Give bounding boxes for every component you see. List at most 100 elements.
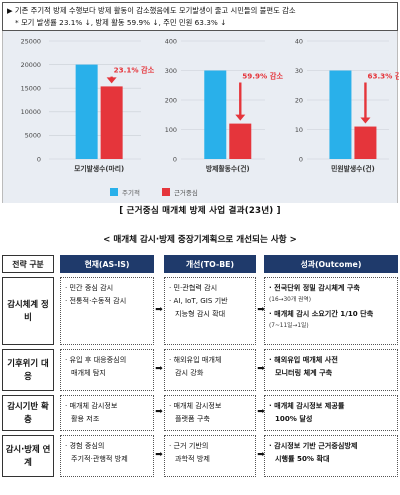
y-tick-label: 20 [295, 96, 303, 104]
outcome-cell-line: · 매개체 감시정보 제공률 [269, 401, 345, 410]
section-subtitle: < 매개체 감시·방제 중장기계획으로 개선되는 사항 > [103, 235, 297, 245]
as-is-cell-line: · 민간 중심 감시 [65, 283, 114, 292]
y-tick-label: 0 [173, 155, 177, 163]
y-tick-label: 10 [295, 126, 303, 134]
strategy-category: 기후위기 대응 [2, 349, 54, 391]
table-row: 감시·방제 연계 · 경험 중심의 주기적·관행적 방제 · 근거 기반의 과학적 방제… [2, 435, 398, 477]
outcome-cell-line: 시행률 50% 확대 [275, 454, 330, 463]
right-arrow-icon: ➡ [257, 305, 265, 315]
y-tick-label: 30 [295, 67, 303, 75]
reduction-arrow-head [360, 117, 371, 124]
right-arrow-icon: ➡ [155, 305, 163, 315]
right-arrow-icon: ➡ [155, 407, 163, 417]
header-to-be: 개선(TO-BE) [164, 255, 256, 273]
y-tick-label: 40 [295, 37, 303, 45]
reduction-arrow-head [235, 114, 246, 121]
x-axis-label: 민원발생수(건) [331, 164, 375, 173]
legend-label-evidence: 근거중심 [173, 189, 198, 197]
summary-line-2: * 모기 발생률 23.1% ↓, 방제 활동 59.9% ↓, 주민 민원 6… [15, 18, 227, 27]
table-header-row: 전략 구분 현재(AS-IS) 개선(TO-BE) 성과(Outcome) [2, 255, 398, 273]
outcome-cell-line: (7~11일→1일) [269, 323, 309, 329]
to-be-cell-line: · 매개체 감시정보 [169, 401, 222, 410]
bar-evidence [100, 86, 123, 159]
chart-panel: 0 5000 10000 15000 20000 25000 23.1% 감소 모기발생수(마… [2, 31, 399, 203]
legend-item-evidence: 근거중심 [161, 186, 198, 198]
header-as-is: 현재(AS-IS) [60, 255, 154, 273]
to-be-cell-line: · AI, IoT, GIS 기반 [169, 296, 228, 305]
as-is-cell-line: · 매개체 감시정보 [65, 401, 118, 410]
y-tick-label: 15000 [21, 85, 41, 93]
as-is-cell-line: 매개체 탐지 [71, 368, 106, 377]
bar-periodic [75, 64, 98, 159]
outcome-cell-line: · 매개체 감시 소요기간 1/10 단축 [269, 309, 374, 318]
x-axis-label: 방제활동수(건) [206, 164, 250, 173]
bar-evidence [229, 123, 252, 159]
right-arrow-icon: ➡ [257, 364, 265, 374]
y-tick-label: 5000 [25, 132, 41, 140]
bar-periodic [204, 70, 227, 159]
chart-legend: 주기적 근거중심 [110, 186, 198, 198]
y-tick-label: 25000 [21, 37, 41, 45]
x-axis-label: 모기발생수(마리) [74, 164, 124, 173]
to-be-cell-line: · 민·관협력 감시 [169, 283, 218, 292]
y-tick-label: 10000 [21, 108, 41, 116]
outcome-cell-line: · 해외유입 매개체 사전 [269, 355, 338, 364]
as-is-cell-line: · 전통적·수동적 감시 [65, 296, 127, 305]
y-tick-label: 300 [165, 67, 177, 75]
outcome-cell-line: 모니터링 체계 구축 [275, 368, 333, 377]
legend-label-periodic: 주기적 [122, 189, 140, 197]
y-tick-label: 0 [299, 155, 303, 163]
y-tick-label: 400 [165, 37, 177, 45]
figure-caption-text: [ 근거중심 매개체 방제 사업 결과(23년) ] [119, 206, 281, 216]
to-be-cell-line: 플랫폼 구축 [175, 414, 210, 423]
table-body: 감시체계 정비 · 민간 중심 감시 · 전통적·수동적 감시 · 민·관협력 감시 ·… [2, 277, 398, 477]
to-be-cell-line: · 해외유입 매개체 [169, 355, 222, 364]
as-is-cell-line: 주기적·관행적 방제 [71, 454, 128, 463]
y-tick-label: 20000 [21, 61, 41, 69]
right-arrow-icon: ➡ [257, 407, 265, 417]
to-be-cell-line: · 근거 기반의 [169, 441, 209, 450]
y-tick-label: 200 [165, 96, 177, 104]
as-is-cell-line: · 유입 후 대응중심의 [65, 355, 127, 364]
outcome-cell-line: (16→30개 권역) [269, 297, 311, 303]
summary-line-1: ▶ 기존 주기적 방제 수행보다 방제 활동이 감소했음에도 모기발생이 줄고 … [7, 6, 296, 15]
table-row: 기후위기 대응 · 유입 후 대응중심의 매개체 탐지 · 해외유입 매개체 감시 강화… [2, 349, 398, 391]
figure-caption: [ 근거중심 매개체 방제 사업 결과(23년) ] [0, 204, 400, 218]
strategy-category: 감시·방제 연계 [2, 435, 54, 477]
right-arrow-icon: ➡ [155, 450, 163, 460]
right-arrow-icon: ➡ [155, 364, 163, 374]
header-outcome: 성과(Outcome) [264, 255, 398, 273]
y-tick-label: 0 [37, 155, 41, 163]
legend-item-periodic: 주기적 [110, 186, 140, 198]
legend-swatch-evidence [161, 188, 170, 196]
as-is-cell: · 민간 중심 감시 · 전통적·수동적 감시 [60, 277, 154, 345]
right-arrow-icon: ➡ [257, 450, 265, 460]
as-is-cell-line: · 경험 중심의 [65, 441, 105, 450]
bar-evidence [354, 126, 377, 159]
reduction-annotation: 23.1% 감소 [114, 66, 155, 75]
header-strategy: 전략 구분 [2, 255, 54, 273]
to-be-cell-line: 과학적 방제 [175, 454, 210, 463]
reduction-annotation: 59.9% 감소 [242, 72, 283, 81]
as-is-cell-line: 활용 저조 [71, 414, 100, 423]
table-row: 감시체계 정비 · 민간 중심 감시 · 전통적·수동적 감시 · 민·관협력 감시 ·… [2, 277, 398, 345]
summary-box: ▶ 기존 주기적 방제 수행보다 방제 활동이 감소했음에도 모기발생이 줄고 … [2, 2, 398, 31]
to-be-cell-line: 지능형 감시 확대 [175, 309, 226, 318]
outcome-cell-line: 100% 달성 [275, 414, 313, 423]
table-row: 감시기반 확충 · 매개체 감시정보 활용 저조 · 매개체 감시정보 플랫폼 구축 · … [2, 395, 398, 431]
strategy-category: 감시체계 정비 [2, 277, 54, 345]
outcome-cell-line: · 감시정보 기반 근거중심방제 [269, 441, 358, 450]
outcome-cell: · 전국단위 정밀 감시체계 구축 (16→30개 권역) · 매개체 감시 소요기… [264, 277, 398, 345]
outcome-cell-line: · 전국단위 정밀 감시체계 구축 [269, 283, 360, 292]
to-be-cell-line: 감시 강화 [175, 368, 204, 377]
outcome-cell: · 매개체 감시정보 제공률 100% 달성 [264, 395, 398, 431]
